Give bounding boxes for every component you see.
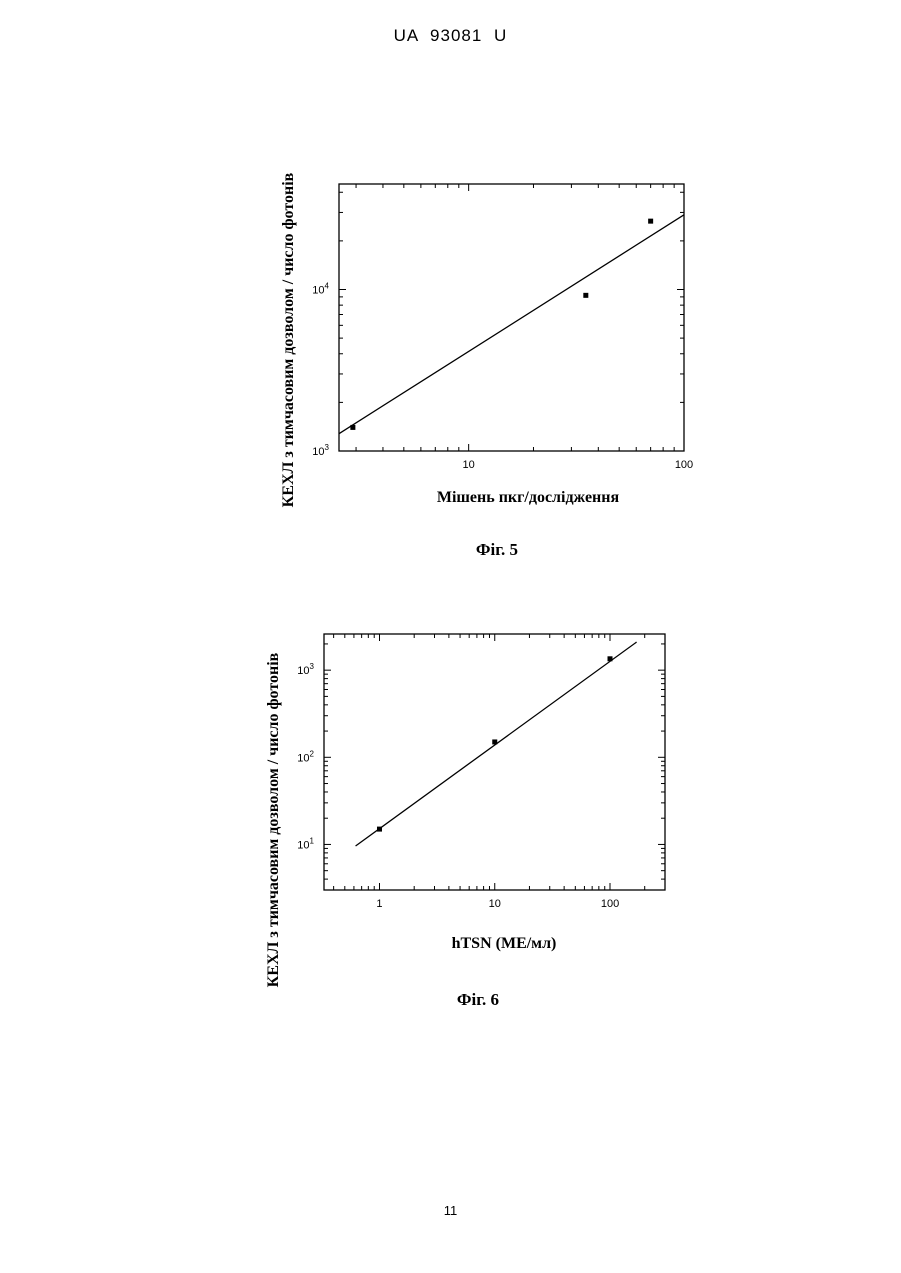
y-tick-label: 101: [297, 836, 314, 851]
y-axis-label: КЕХЛ з тимчасовим дозволом / число фотон…: [265, 652, 282, 987]
y-tick-label: 102: [297, 749, 314, 764]
plot-frame: [324, 634, 665, 890]
x-tick-label: 10: [489, 898, 501, 910]
data-point: [608, 656, 613, 661]
x-tick-label: 1: [376, 898, 382, 910]
figure-6-chart: 1 10 100 101 102 103 hTSN (МЕ/мл) КЕХЛ з тимчас…: [0, 0, 901, 1080]
x-tick-label: 100: [601, 898, 619, 910]
figure-label: Фіг. 6: [457, 990, 499, 1009]
data-point: [377, 827, 382, 832]
x-axis-label: hTSN (МЕ/мл): [452, 935, 557, 952]
page-number: 11: [0, 1203, 901, 1218]
y-tick-label: 103: [297, 662, 314, 677]
data-point: [492, 739, 497, 744]
